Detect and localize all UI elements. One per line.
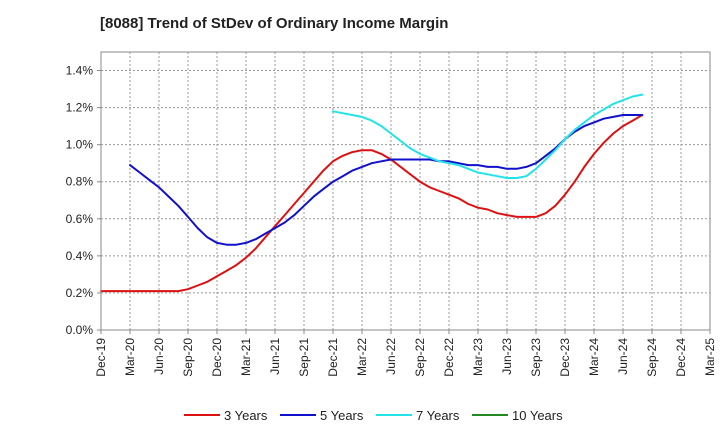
x-tick-label: Sep-23 <box>529 338 543 377</box>
x-tick-label: Mar-24 <box>587 338 601 376</box>
legend-label-3-years: 3 Years <box>224 408 268 423</box>
x-tick-label: Jun-23 <box>500 338 514 375</box>
legend: 3 Years 5 Years 7 Years 10 Years <box>184 408 563 423</box>
x-tick-label: Mar-20 <box>123 338 137 376</box>
y-tick-label: 0.6% <box>66 212 94 226</box>
y-tick-label: 0.2% <box>66 286 94 300</box>
legend-label-5-years: 5 Years <box>320 408 364 423</box>
y-tick-label: 0.0% <box>66 323 94 337</box>
y-tick-label: 1.4% <box>66 64 94 78</box>
x-tick-label: Mar-22 <box>355 338 369 376</box>
chart-title: [8088] Trend of StDev of Ordinary Income… <box>100 15 449 32</box>
legend-label-10-years: 10 Years <box>512 408 563 423</box>
x-tick-label: Mar-25 <box>703 338 717 376</box>
x-tick-label: Dec-20 <box>210 338 224 377</box>
series-layer <box>100 93 644 293</box>
legend-label-7-years: 7 Years <box>416 408 460 423</box>
x-tick-label: Sep-24 <box>645 338 659 377</box>
series-line-3-years <box>100 114 644 293</box>
x-tick-label: Sep-20 <box>181 338 195 377</box>
x-tick-label: Dec-23 <box>558 338 572 377</box>
x-tick-label: Jun-20 <box>152 338 166 375</box>
x-tick-label: Dec-19 <box>94 338 108 377</box>
x-tick-label: Mar-23 <box>471 338 485 376</box>
series-line-7-years <box>332 93 644 179</box>
y-tick-label: 0.4% <box>66 249 94 263</box>
x-axis-ticks: Dec-19 Mar-20 Jun-20 Sep-20 Dec-20 Mar-21 Jun-… <box>94 330 717 377</box>
x-tick-label: Jun-22 <box>384 338 398 375</box>
x-tick-label: Jun-24 <box>616 338 630 375</box>
x-tick-label: Jun-21 <box>268 338 282 375</box>
y-axis-ticks: 0.0% 0.2% 0.4% 0.6% 0.8% 1.0% 1.2% 1.4% <box>66 64 101 337</box>
x-tick-label: Dec-21 <box>326 338 340 377</box>
y-tick-label: 1.0% <box>66 138 94 152</box>
x-tick-label: Sep-22 <box>413 338 427 377</box>
x-tick-label: Mar-21 <box>239 338 253 376</box>
y-tick-label: 0.8% <box>66 175 94 189</box>
y-tick-label: 1.2% <box>66 101 94 115</box>
x-tick-label: Sep-21 <box>297 338 311 377</box>
x-tick-label: Dec-22 <box>442 338 456 377</box>
plot-frame <box>100 51 711 331</box>
x-tick-label: Dec-24 <box>674 338 688 377</box>
